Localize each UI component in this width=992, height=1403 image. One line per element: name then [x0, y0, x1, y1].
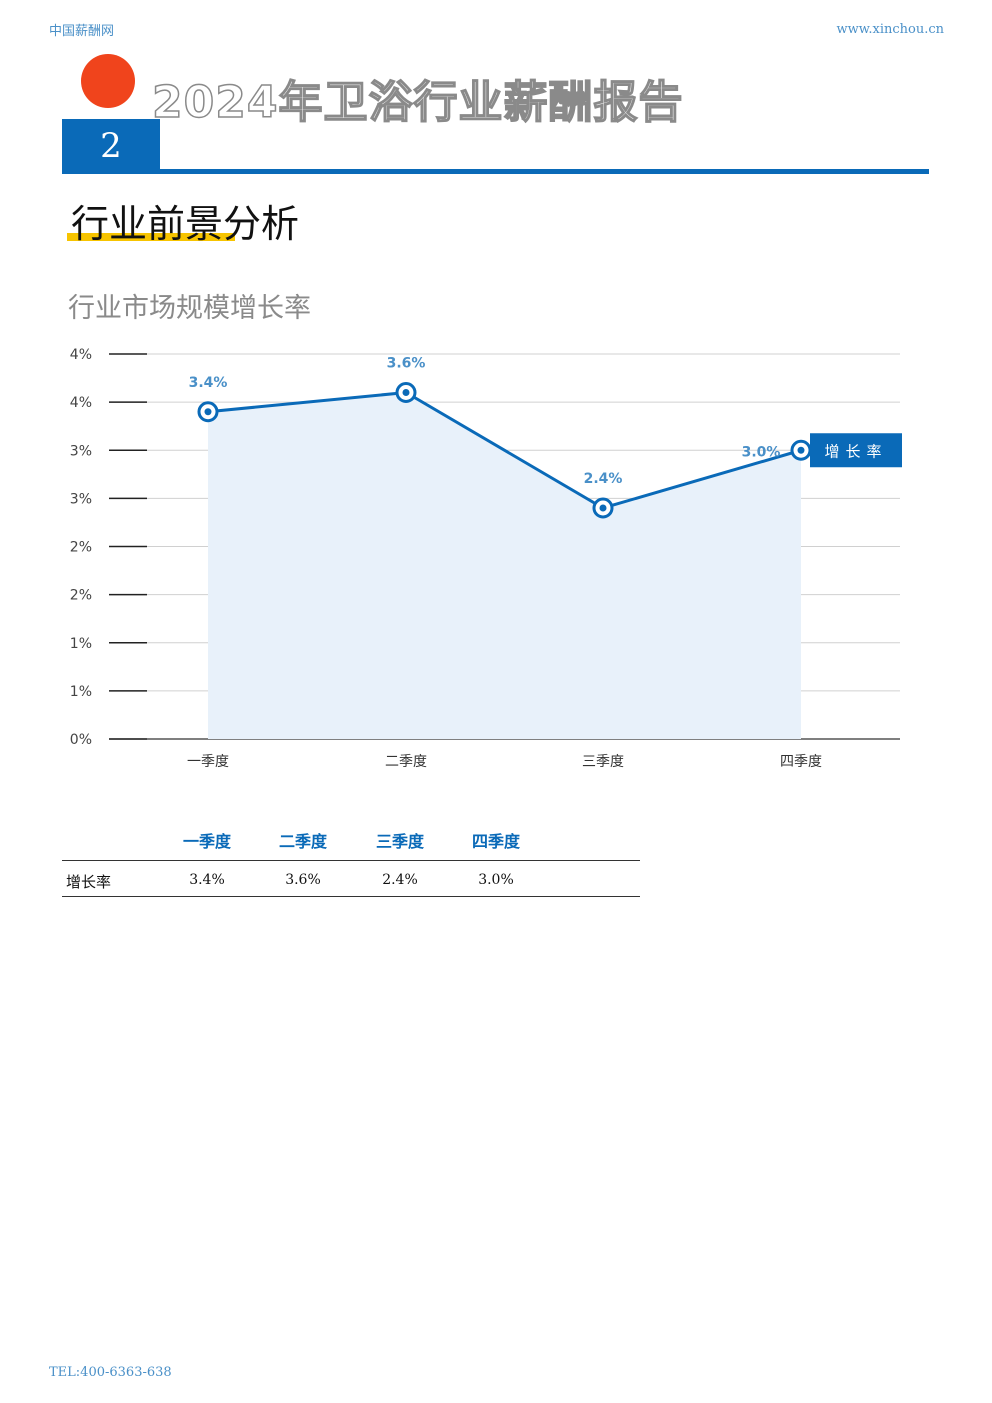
section-number: 2	[62, 119, 160, 171]
table-cell-q4: 3.0%	[478, 872, 514, 888]
chart-title: 行业市场规模增长率	[68, 293, 311, 324]
data-label: 2.4%	[584, 471, 623, 487]
x-tick-label: 三季度	[582, 754, 624, 770]
series-line	[207, 390, 802, 510]
x-tick-label: 四季度	[780, 754, 822, 770]
y-tick-label: 0%	[70, 732, 92, 748]
table-cell-q3: 2.4%	[382, 872, 418, 888]
table-row-label: 增长率	[66, 873, 112, 891]
y-tick-label: 1%	[70, 636, 92, 652]
header-divider	[62, 169, 929, 174]
data-point-center	[599, 504, 607, 512]
data-label: 3.4%	[189, 375, 228, 391]
y-tick-label: 3%	[70, 443, 92, 459]
table-cell-q2: 3.6%	[285, 872, 321, 888]
data-point-center	[797, 446, 805, 454]
data-point-center	[204, 408, 212, 416]
site-url[interactable]: www.xinchou.cn	[836, 22, 944, 37]
footer-tel: TEL:400-6363-638	[49, 1365, 172, 1380]
report-title: 2024年卫浴行业薪酬报告	[151, 76, 684, 129]
section-title: 行业前景分析	[71, 202, 300, 246]
data-label: 3.6%	[387, 356, 426, 372]
table-rule-bottom	[62, 896, 640, 897]
data-label: 3.0%	[742, 444, 781, 460]
y-tick-label: 2%	[70, 540, 92, 556]
table-header-q2: 二季度	[278, 832, 327, 851]
series-legend-label: 增长率	[824, 442, 887, 460]
y-tick-label: 3%	[70, 491, 92, 507]
growth-rate-chart: 0% 1% 1% 2% 2% 3% 3% 4% 4% 3.4% 3.6% 2.4% 3.0% 一季度 二季度…	[70, 347, 902, 770]
table-rule-top	[62, 860, 640, 861]
decorative-dot	[81, 54, 135, 108]
table-header-q1: 一季度	[182, 832, 231, 851]
series-legend-box	[810, 433, 902, 468]
data-point-center	[402, 389, 410, 396]
series-area	[208, 392, 801, 739]
section-title-underline	[67, 233, 235, 241]
y-tick-label: 1%	[70, 684, 92, 700]
x-tick-label: 二季度	[385, 754, 427, 770]
table-header-q3: 三季度	[375, 832, 424, 851]
x-tick-label: 一季度	[187, 754, 229, 770]
site-name: 中国薪酬网	[49, 24, 115, 39]
y-tick-label: 4%	[70, 347, 92, 363]
y-tick-label: 2%	[70, 588, 92, 604]
table-header-q4: 四季度	[471, 832, 520, 851]
table-cell-q1: 3.4%	[189, 872, 225, 888]
y-tick-label: 4%	[70, 395, 92, 411]
